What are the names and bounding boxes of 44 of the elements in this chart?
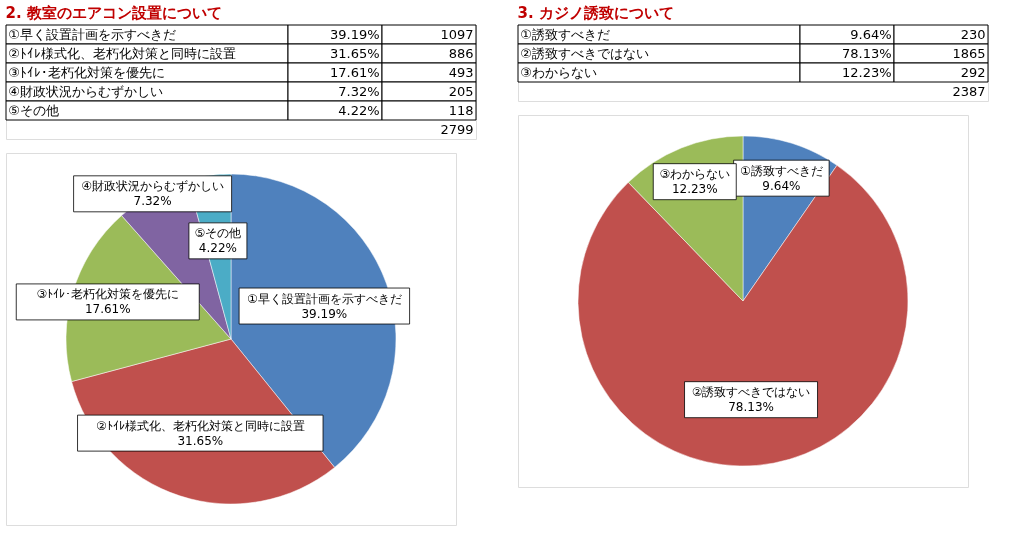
- category-label: ②ﾄｲﾚ様式化、老朽化対策と同時に設置: [8, 45, 237, 61]
- category-label: ④財政状況からむずかしい: [8, 83, 164, 99]
- text: 118: [448, 102, 474, 118]
- text: 1865: [952, 45, 986, 61]
- text: 292: [960, 64, 986, 80]
- text: 17.61%: [330, 64, 380, 80]
- category-label: ③ﾄｲﾚ･老朽化対策を優先に: [8, 64, 166, 80]
- data-label: 31.65%: [177, 433, 224, 448]
- slice-label: ①早く設置計画を示すべきだ: [246, 291, 402, 306]
- data-label: 12.23%: [671, 182, 718, 197]
- text: 7.32%: [338, 83, 380, 99]
- slice-label: ③ﾄｲﾚ･老朽化対策を優先に: [36, 287, 180, 302]
- category-label: ①早く設置計画を示すべきだ: [8, 26, 177, 42]
- slice-label: ④財政状況からむずかしい: [81, 179, 224, 194]
- data-label: 17.61%: [84, 302, 131, 317]
- text: 78.13%: [842, 45, 892, 61]
- data-label: 78.13%: [728, 400, 774, 415]
- slice-label: ③わからない: [659, 167, 731, 182]
- category-label: ①誘致すべきだ: [520, 26, 611, 42]
- text: 2387: [952, 83, 986, 99]
- data-label: 39.19%: [301, 306, 348, 321]
- slice-label: ⑤その他: [194, 226, 242, 241]
- slice-label: ②誘致すべきではない: [691, 385, 811, 400]
- data-label: 4.22%: [198, 241, 237, 256]
- text: 493: [448, 64, 474, 80]
- category-label: ③わからない: [520, 64, 598, 80]
- text: 230: [960, 26, 986, 42]
- text: 1097: [440, 26, 474, 42]
- text: 205: [448, 83, 474, 99]
- text: 12.23%: [842, 64, 892, 80]
- slice-label: ②ﾄｲﾚ様式化、老朽化対策と同時に設置: [95, 418, 305, 433]
- data-label: 9.64%: [762, 178, 801, 193]
- text: 886: [448, 45, 474, 61]
- text: 9.64%: [850, 26, 892, 42]
- text: 39.19%: [330, 26, 380, 42]
- chart-title: 3. カジノ誘致について: [517, 3, 674, 22]
- text: 2799: [440, 121, 474, 137]
- text: 31.65%: [330, 45, 380, 61]
- chart-title: 2. 教室のエアコン設置について: [5, 3, 222, 22]
- category-label: ②誘致すべきではない: [520, 45, 650, 61]
- slice-label: ①誘致すべきだ: [740, 163, 823, 178]
- data-label: 7.32%: [133, 194, 172, 209]
- text: 4.22%: [338, 102, 380, 118]
- category-label: ⑤その他: [8, 102, 60, 118]
